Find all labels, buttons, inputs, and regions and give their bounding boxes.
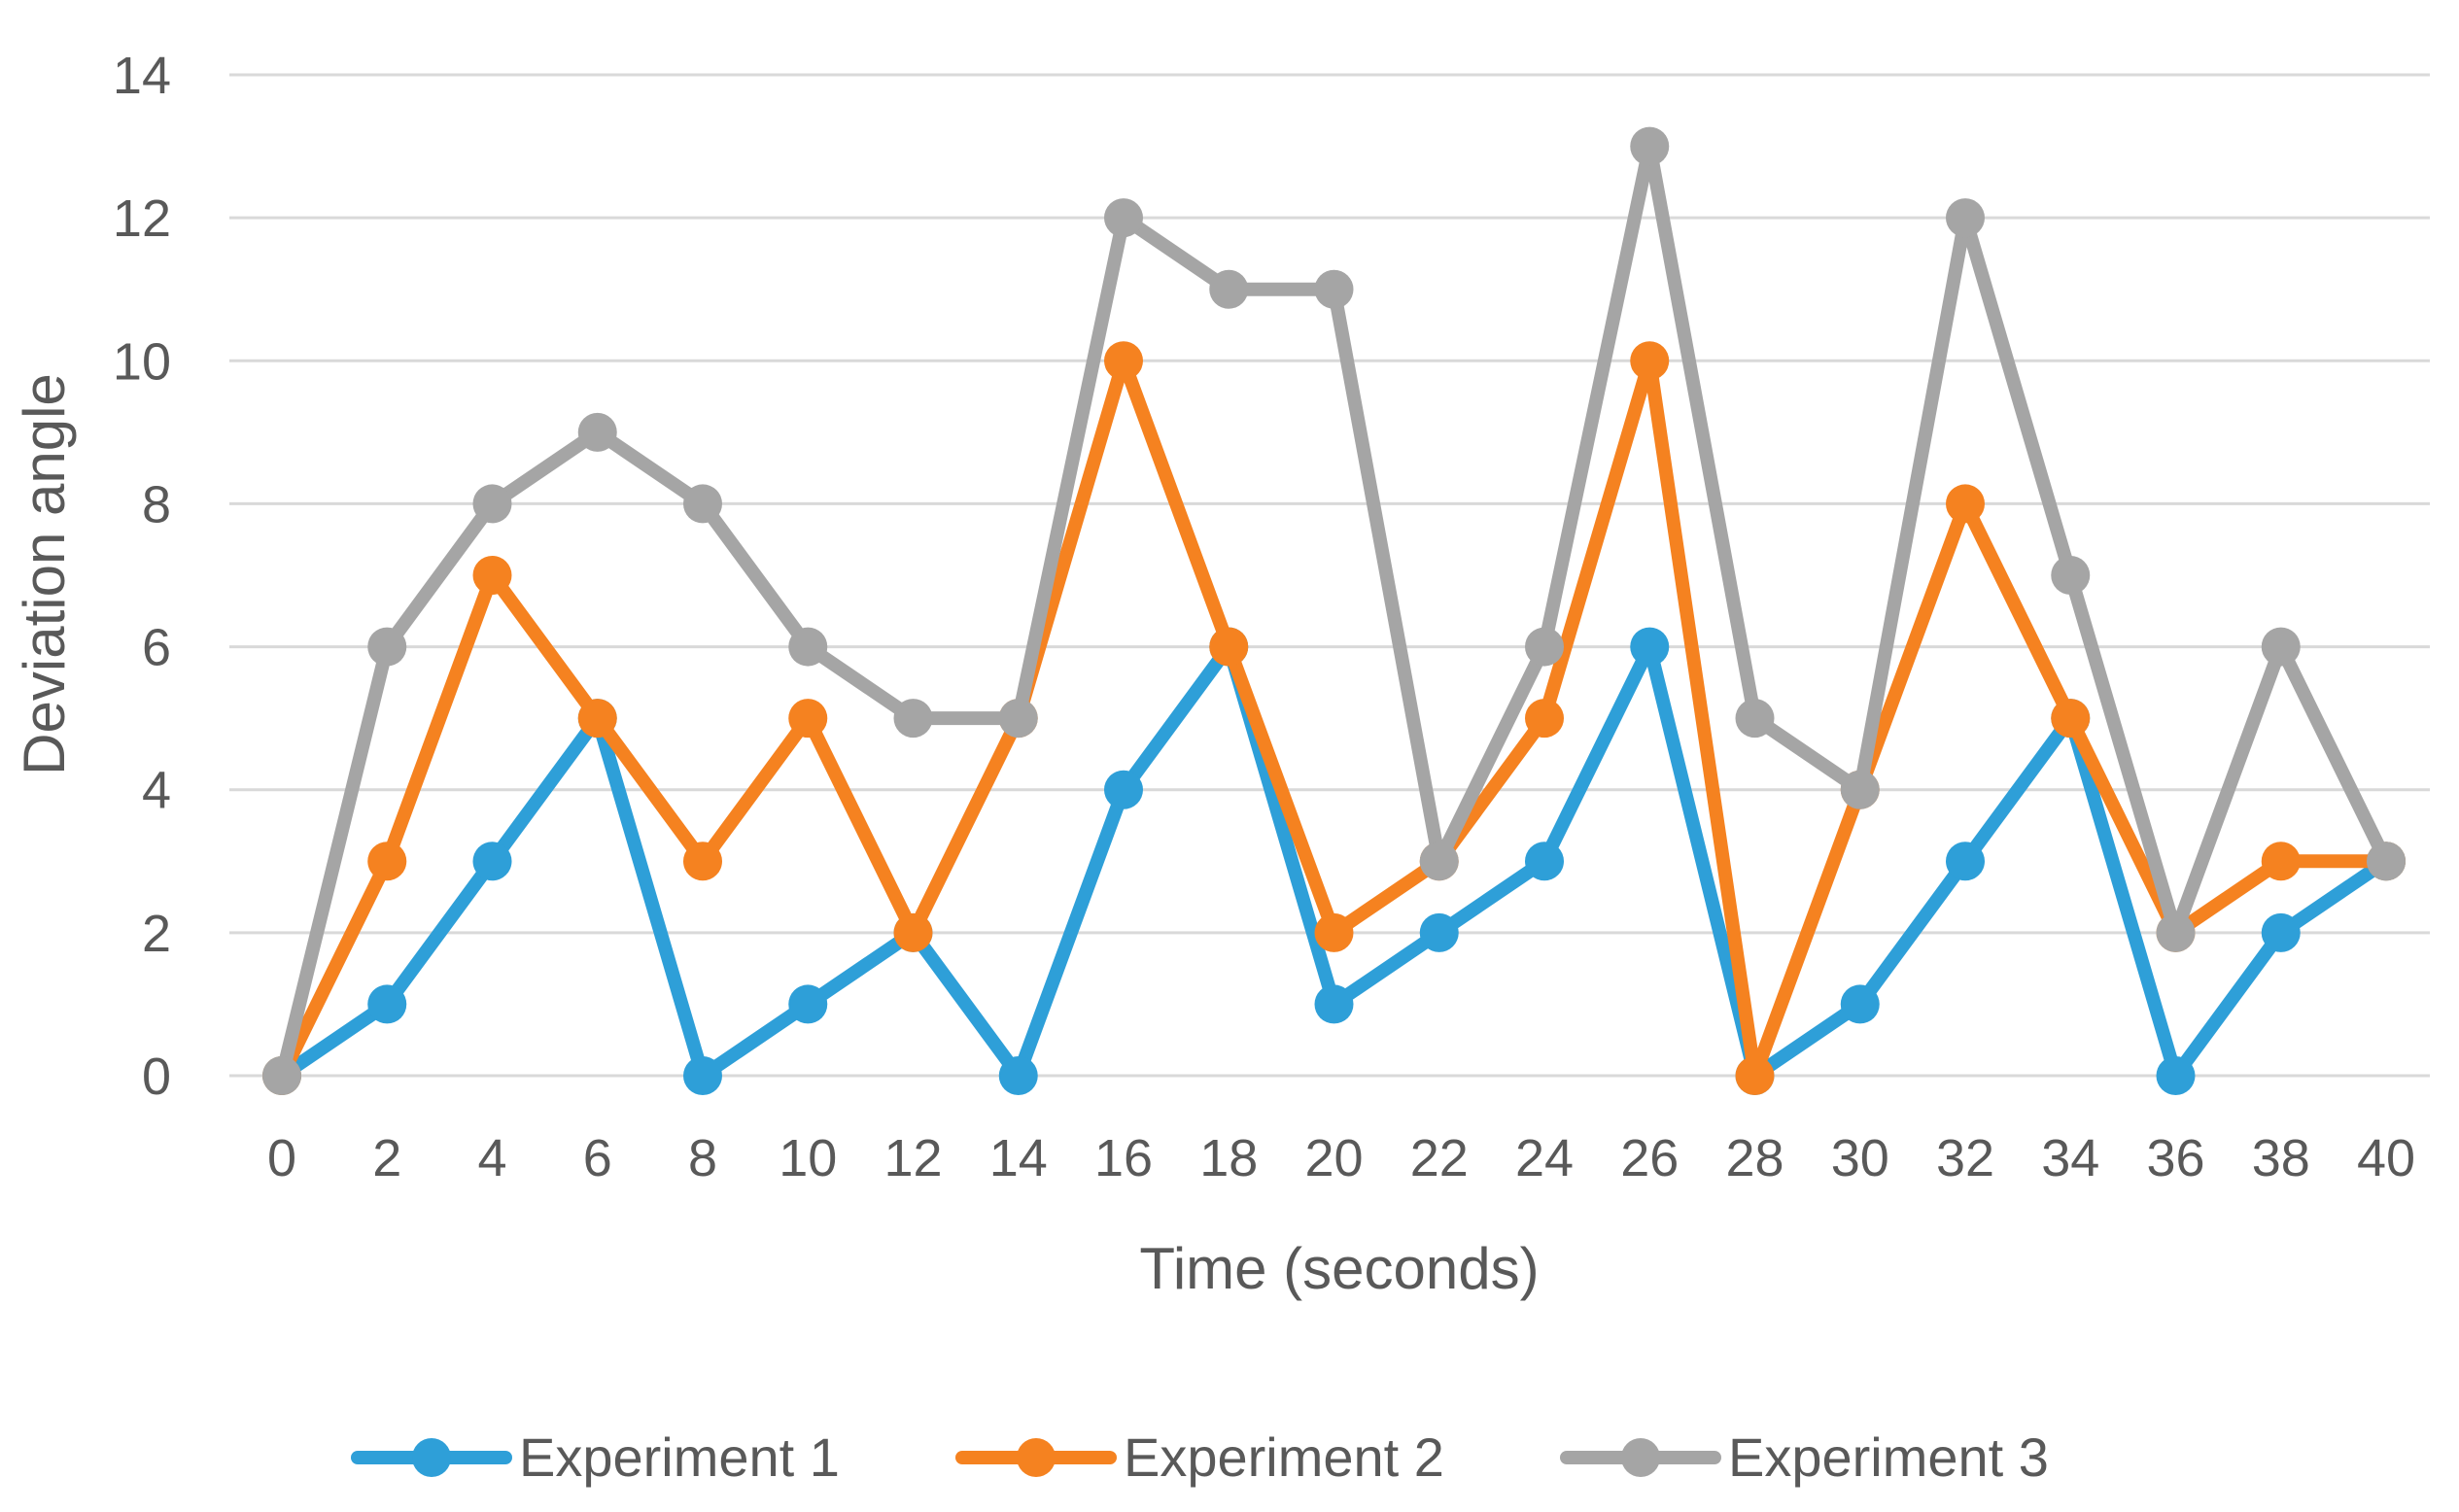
- x-tick-label: 2: [372, 1129, 401, 1187]
- data-point: [2261, 842, 2301, 881]
- x-tick-label: 20: [1304, 1129, 1363, 1187]
- y-tick-label: 6: [142, 619, 171, 677]
- data-point: [2261, 912, 2301, 952]
- data-point: [577, 412, 617, 452]
- legend-swatch-marker: [412, 1438, 451, 1477]
- data-point: [1735, 1056, 1775, 1095]
- x-tick-label: 4: [477, 1129, 506, 1187]
- data-point: [1630, 627, 1670, 667]
- data-point: [1735, 699, 1775, 739]
- series-layer: [262, 126, 2406, 1095]
- y-axis-ticks: 0 2 4 6 8 10 12 14: [113, 47, 171, 1106]
- data-point: [472, 842, 512, 881]
- x-tick-label: 0: [267, 1129, 296, 1187]
- data-point: [1209, 627, 1249, 667]
- data-point: [788, 627, 828, 667]
- data-point: [1104, 770, 1143, 809]
- legend-swatch-marker: [1621, 1438, 1660, 1477]
- data-point: [2367, 842, 2406, 881]
- data-point: [1419, 912, 1459, 952]
- data-point: [998, 1056, 1038, 1095]
- data-point: [998, 699, 1038, 739]
- y-tick-label: 8: [142, 475, 171, 533]
- x-tick-label: 14: [989, 1129, 1048, 1187]
- data-point: [577, 699, 617, 739]
- data-point: [1946, 842, 1985, 881]
- data-point: [2261, 627, 2301, 667]
- legend-item-1: Experiment 1: [351, 1426, 840, 1488]
- x-tick-label: 34: [2041, 1129, 2099, 1187]
- x-tick-label: 36: [2146, 1129, 2204, 1187]
- data-point: [1525, 699, 1564, 739]
- legend-item-2: Experiment 2: [955, 1426, 1444, 1488]
- data-point: [472, 484, 512, 524]
- y-tick-label: 0: [142, 1048, 171, 1106]
- data-point: [1946, 198, 1985, 238]
- data-point: [1104, 341, 1143, 381]
- x-axis-ticks: 0 2 4 6 8 10 12 14 16 18 20 22 24 26 28 30 32 34 36 38 40: [267, 1129, 2415, 1187]
- x-tick-label: 12: [883, 1129, 942, 1187]
- legend-swatch-marker: [1017, 1438, 1056, 1477]
- x-tick-label: 22: [1410, 1129, 1469, 1187]
- x-tick-label: 28: [1725, 1129, 1784, 1187]
- legend-label: Experiment 2: [1124, 1426, 1444, 1488]
- data-point: [788, 984, 828, 1024]
- y-tick-label: 12: [113, 189, 171, 248]
- x-tick-label: 38: [2252, 1129, 2310, 1187]
- x-tick-label: 10: [779, 1129, 837, 1187]
- data-point: [1314, 984, 1354, 1024]
- data-point: [1209, 269, 1249, 309]
- data-point: [367, 627, 407, 667]
- data-point: [1104, 198, 1143, 238]
- series-3: [262, 126, 2406, 1095]
- data-point: [1840, 984, 1880, 1024]
- data-point: [683, 1056, 722, 1095]
- x-tick-label: 18: [1199, 1129, 1258, 1187]
- y-tick-label: 10: [113, 332, 171, 391]
- y-tick-label: 2: [142, 905, 171, 963]
- y-axis-title: Deviation angle: [12, 373, 77, 775]
- x-tick-label: 30: [1831, 1129, 1889, 1187]
- data-point: [2156, 1056, 2196, 1095]
- data-point: [367, 984, 407, 1024]
- data-point: [1314, 269, 1354, 309]
- data-point: [2156, 912, 2196, 952]
- data-point: [1630, 126, 1670, 166]
- legend-label: Experiment 3: [1728, 1426, 2049, 1488]
- x-tick-label: 8: [688, 1129, 717, 1187]
- data-point: [683, 484, 722, 524]
- data-point: [472, 556, 512, 595]
- y-tick-label: 14: [113, 47, 171, 105]
- data-point: [1419, 842, 1459, 881]
- x-tick-label: 6: [583, 1129, 612, 1187]
- data-point: [788, 699, 828, 739]
- x-tick-label: 26: [1620, 1129, 1679, 1187]
- data-point: [1840, 770, 1880, 809]
- y-tick-label: 4: [142, 762, 171, 820]
- data-point: [1525, 627, 1564, 667]
- x-tick-label: 16: [1094, 1129, 1153, 1187]
- data-point: [1630, 341, 1670, 381]
- data-point: [262, 1056, 301, 1095]
- x-tick-label: 40: [2357, 1129, 2415, 1187]
- data-point: [1525, 842, 1564, 881]
- data-point: [1314, 912, 1354, 952]
- gridlines: [229, 73, 2430, 1078]
- data-point: [2051, 699, 2091, 739]
- legend-label: Experiment 1: [519, 1426, 840, 1488]
- legend: Experiment 1 Experiment 2 Experiment 3: [351, 1426, 2049, 1488]
- data-point: [893, 699, 933, 739]
- x-tick-label: 24: [1515, 1129, 1574, 1187]
- data-point: [2051, 556, 2091, 595]
- data-point: [367, 842, 407, 881]
- legend-item-3: Experiment 3: [1560, 1426, 2049, 1488]
- data-point: [683, 842, 722, 881]
- x-tick-label: 32: [1936, 1129, 1994, 1187]
- x-axis-title: Time (seconds): [1139, 1236, 1539, 1301]
- data-point: [893, 912, 933, 952]
- data-point: [1946, 484, 1985, 524]
